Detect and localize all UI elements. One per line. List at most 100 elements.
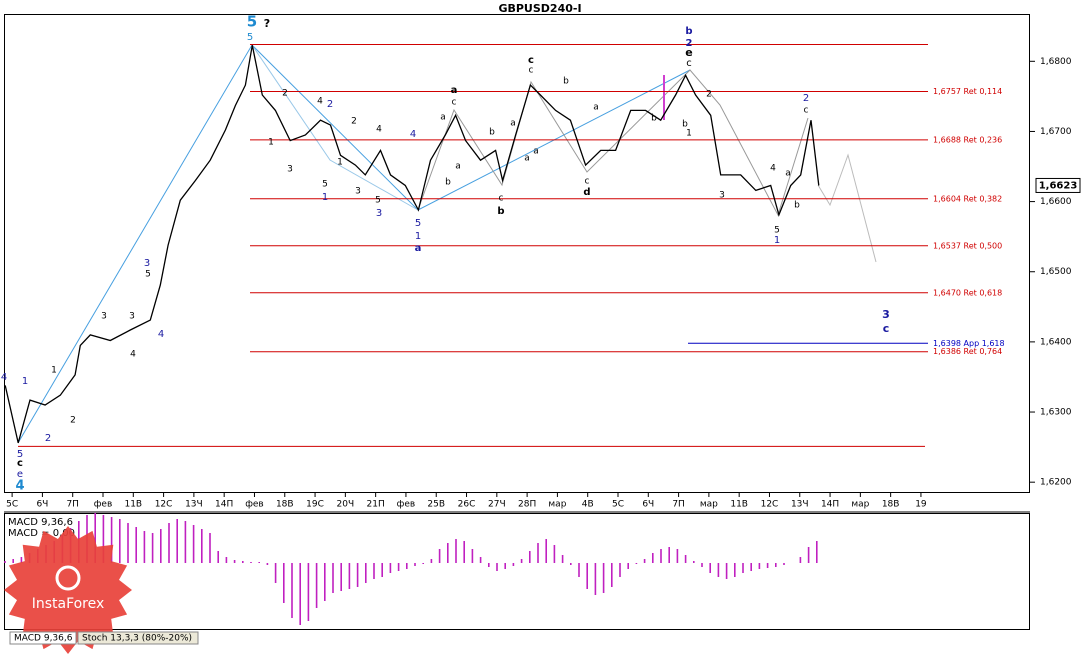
wave-label: a [593, 103, 599, 113]
wave-label: ? [264, 17, 270, 30]
x-tick-label: 19С [306, 500, 324, 510]
wave-label: a [785, 169, 791, 179]
wave-label: 5 [415, 218, 421, 229]
wave-label: 1 [51, 366, 57, 376]
level-label: 1,6386 Ret 0,764 [933, 347, 1002, 356]
wave-label: a [440, 113, 446, 123]
x-tick-label: 5С [612, 500, 624, 510]
x-tick-label: 11В [124, 500, 142, 510]
wave-label: 3 [719, 191, 725, 201]
x-tick-label: 18В [882, 500, 900, 510]
wave-label: e [17, 469, 23, 480]
y-tick-label: 1,6800 [1040, 57, 1072, 67]
y-tick-label: 1,6600 [1040, 197, 1072, 207]
x-tick-label: 6Ч [642, 500, 654, 510]
macd-value: MACD = 0,00 [8, 528, 75, 539]
x-tick-label: мар [851, 500, 869, 510]
wave-label: b [794, 201, 800, 211]
x-tick-label: 14П [821, 500, 839, 510]
x-tick-label: 12С [761, 500, 779, 510]
level-label: 1,6688 Ret 0,236 [933, 135, 1002, 144]
x-tick-label: 7П [66, 500, 79, 510]
x-tick-label: фев [245, 500, 264, 510]
x-tick-label: фев [397, 500, 416, 510]
x-tick-label: 4В [582, 500, 594, 510]
y-tick-label: 1,6500 [1040, 267, 1072, 277]
wave-label: c [883, 322, 890, 335]
indicator-tab-label[interactable]: MACD 9,36,6 [14, 634, 73, 644]
x-tick-label: фев [94, 500, 113, 510]
wave-label: 4 [130, 350, 136, 360]
wave-label: 5 [774, 226, 780, 236]
x-tick-label: 14П [215, 500, 233, 510]
wave-label: 3 [376, 208, 382, 219]
wave-label: 3 [129, 312, 135, 322]
wave-label: a [451, 85, 458, 96]
x-tick-label: мар [548, 500, 566, 510]
wave-label: a [510, 119, 516, 129]
x-tick-label: 7П [672, 500, 685, 510]
level-label: 1,6398 App 1,618 [933, 339, 1005, 348]
wave-label: a [524, 154, 530, 164]
x-tick-label: 25В [427, 500, 445, 510]
wave-label: 4 [770, 164, 776, 174]
wave-label: 1 [268, 138, 274, 148]
wave-label: 1 [322, 192, 328, 203]
wave-label: 1 [774, 235, 780, 246]
wave-label: 2 [282, 89, 288, 99]
x-tick-label: мар [700, 500, 718, 510]
wave-label: 1 [337, 158, 343, 168]
x-tick-label: 26С [458, 500, 476, 510]
wave-label: b [563, 77, 569, 87]
wave-label: 5 [247, 13, 257, 31]
wave-label: c [529, 66, 534, 76]
wave-label: 1 [22, 376, 28, 387]
wave-label: c [452, 98, 457, 108]
wave-label: 2 [706, 90, 712, 100]
wave-label: 5 [375, 196, 381, 206]
wave-label: 3 [144, 258, 150, 269]
level-label: 1,6757 Ret 0,114 [933, 87, 1002, 96]
x-tick-label: 19 [915, 500, 927, 510]
wave-label: 2 [45, 433, 51, 444]
wave-label: b [445, 178, 451, 188]
wave-label: e [685, 46, 692, 59]
wave-line [417, 69, 809, 217]
y-tick-label: 1,6700 [1040, 127, 1072, 137]
x-tick-label: 20Ч [337, 500, 355, 510]
x-tick-label: 13Ч [791, 500, 809, 510]
level-label: 1,6470 Ret 0,618 [933, 288, 1002, 297]
last-price-label: 1,6623 [1039, 180, 1078, 191]
wave-label: 4 [376, 125, 382, 135]
wave-label: 5 [322, 180, 328, 190]
wave-label: 4 [15, 479, 24, 494]
wave-label: 3 [355, 187, 361, 197]
level-label: 1,6537 Ret 0,500 [933, 241, 1002, 250]
wave-label: 2 [803, 93, 809, 104]
wave-label: c [499, 194, 504, 204]
wave-label: 3 [882, 308, 890, 321]
forecast-line [817, 153, 877, 263]
wave-label: b [651, 114, 657, 124]
wave-label: b [682, 120, 688, 130]
x-tick-label: 21П [367, 500, 385, 510]
wave-label: b [685, 26, 692, 37]
wave-label: a [455, 162, 461, 172]
indicator-tab[interactable] [9, 631, 77, 645]
wave-label: 4 [158, 329, 164, 340]
wave-label: 2 [70, 416, 76, 426]
wave-label: 5 [247, 32, 253, 43]
wave-label: a [415, 243, 422, 254]
wave-label: c [804, 106, 809, 116]
wave-label: c [17, 458, 23, 469]
wave-label: 5 [145, 270, 151, 280]
x-tick-label: 27Ч [488, 500, 506, 510]
wave-label: c [528, 55, 534, 66]
x-tick-label: 11В [730, 500, 748, 510]
price-panel [4, 14, 1030, 493]
indicator-tab[interactable] [77, 631, 199, 645]
indicator-tab-label[interactable]: Stoch 13,3,3 (80%-20%) [82, 634, 192, 644]
wave-label: 2 [327, 99, 333, 110]
wave-label: 1 [415, 231, 421, 242]
